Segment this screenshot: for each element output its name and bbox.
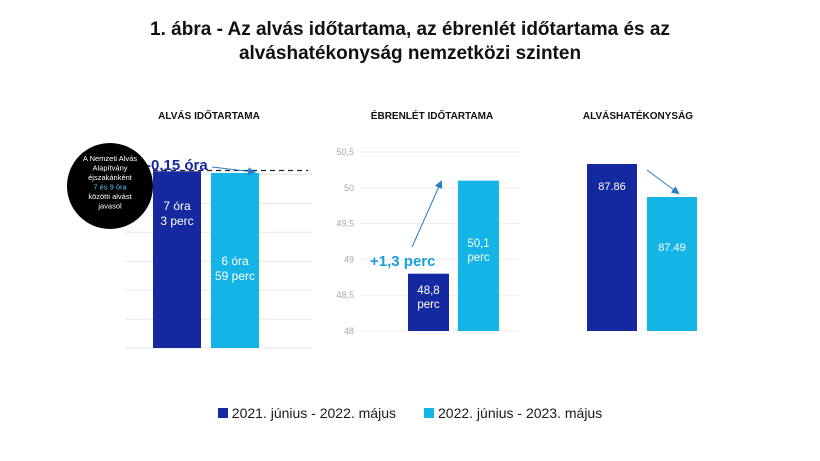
arrow-down-efficiency: [646, 169, 680, 195]
legend-label-2: 2022. június - 2023. május: [438, 405, 603, 421]
delta-annotation-sleep: -0,15 óra: [146, 157, 208, 174]
recommendation-circle: [67, 143, 153, 229]
data-label-efficiency-2: 87.49: [658, 242, 686, 254]
legend-item-1: 2021. június - 2022. május: [217, 405, 396, 421]
legend-item-2: 2022. június - 2023. május: [424, 405, 602, 421]
delta-annotation-wake: +1,3 perc: [370, 253, 435, 270]
bar-wake-1: [408, 273, 449, 331]
data-label-sleep-1: 3 perc: [160, 214, 193, 228]
recommendation-text: közötti alvást: [88, 192, 132, 201]
panel-title-efficiency: ALVÁSHATÉKONYSÁG: [583, 109, 693, 122]
title-line-2: alváshatékonyság nemzetközi szinten: [238, 43, 582, 64]
title-line-1: 1. ábra - Az alvás időtartama, az ébrenl…: [150, 19, 670, 40]
bar-wake-2: [458, 180, 499, 331]
recommendation-text: Alapítvány: [92, 164, 127, 173]
recommendation-text: A Nemzeti Alvás: [83, 154, 137, 163]
bar-efficiency-1: [587, 164, 637, 331]
panel-title-wake: ÉBRENLÉT IDŐTARTAMA: [371, 109, 493, 122]
arrow-down-sleep: [211, 166, 256, 176]
data-label-sleep-2: 6 óra: [221, 254, 249, 268]
y-tick-label: 48: [344, 326, 354, 336]
legend-swatch-2: [424, 408, 434, 418]
bar-efficiency-2: [647, 197, 697, 331]
y-tick-label: 50,5: [336, 147, 354, 157]
recommendation-text: javasol: [97, 202, 122, 211]
data-label-sleep-2: 59 perc: [215, 269, 255, 283]
recommendation-text: éjszakánként: [88, 173, 133, 182]
chart-title: 1. ábra - Az alvás időtartama, az ébrenl…: [0, 18, 820, 66]
data-label-efficiency-1: 87.86: [598, 181, 626, 193]
legend: 2021. június - 2022. május 2022. június …: [0, 405, 820, 421]
bar-sleep-2: [211, 172, 259, 348]
legend-swatch-1: [217, 408, 228, 418]
y-tick-label: 48,5: [336, 290, 354, 300]
data-label-sleep-1: 7 óra: [163, 199, 191, 213]
y-tick-label: 49,5: [336, 219, 354, 229]
data-label-wake-1: 48,8: [417, 285, 439, 297]
y-tick-label: 50: [344, 183, 354, 193]
recommendation-text: 7 és 9 óra: [93, 183, 127, 192]
legend-label-1: 2021. június - 2022. május: [231, 405, 396, 421]
y-tick-label: 49: [344, 254, 354, 264]
data-label-wake-2: 50,1: [467, 238, 489, 250]
data-label-wake-2: perc: [467, 252, 490, 264]
arrow-up-wake: [411, 180, 443, 248]
bar-sleep-1: [153, 171, 201, 348]
data-label-wake-1: perc: [417, 299, 440, 311]
panel-title-sleep: ALVÁS IDŐTARTAMA: [158, 109, 260, 122]
